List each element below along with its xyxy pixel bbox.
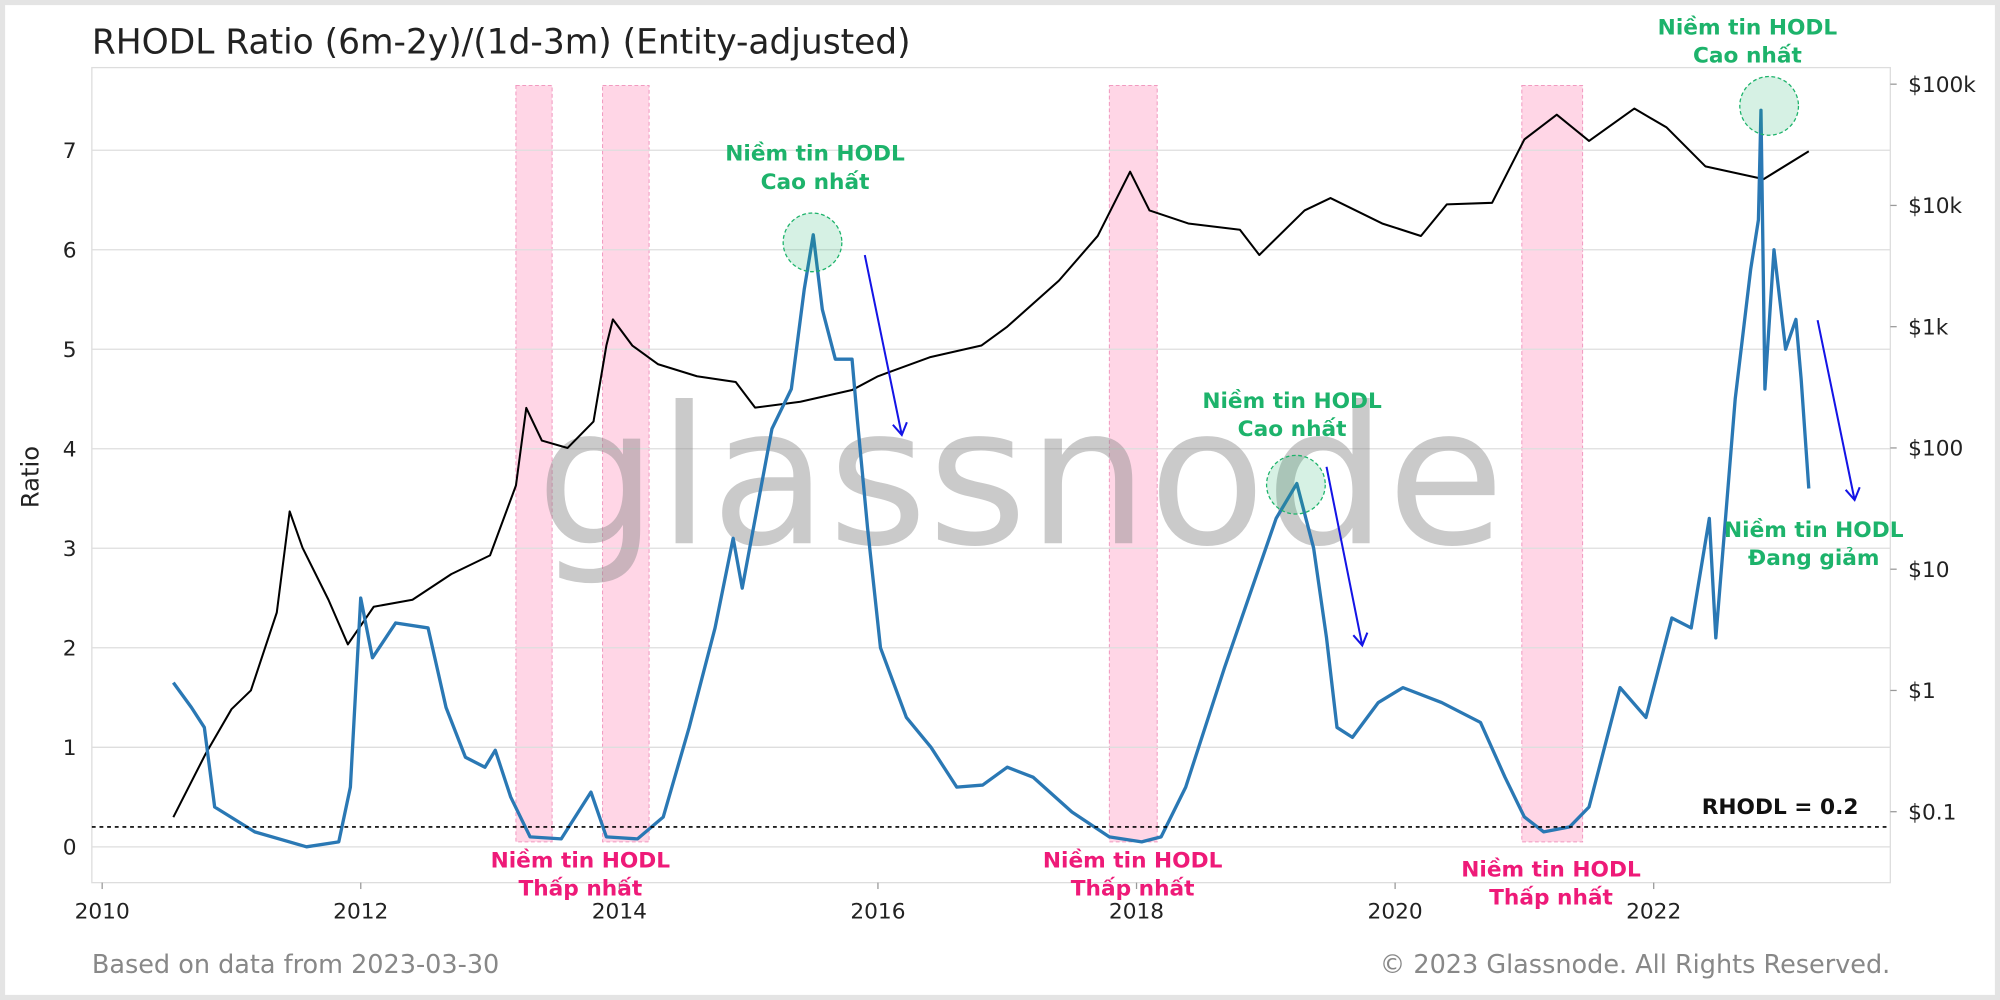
y-axis-label: Ratio [16, 446, 44, 508]
y-tick-label: 7 [63, 139, 77, 164]
y-tick-label: 6 [63, 238, 77, 263]
x-tick-label: 2010 [75, 899, 130, 924]
annotation: Niềm tin HODL [1658, 15, 1838, 40]
highlight-circle [782, 212, 843, 273]
over-layer: 0 1 2 3 4 5 6 7 $0.1 $1 $10 $100 $1k $10k $100k 2010 201… [63, 15, 1977, 924]
y-tick-label: 2 [63, 636, 77, 661]
annotation: Đang giảm [1748, 546, 1879, 571]
x-tick-label: 2018 [1109, 899, 1164, 924]
x-tick-label: 2022 [1626, 899, 1681, 924]
arrows [863, 254, 1861, 648]
x-tick-label: 2016 [850, 899, 905, 924]
shaded-region [515, 84, 553, 843]
annotation: Niềm tin HODL [1202, 389, 1382, 414]
annotation: Cao nhất [1238, 417, 1347, 442]
y-tick-label: 0 [63, 835, 77, 860]
lines-layer [172, 107, 1811, 849]
shaded-region [1108, 84, 1158, 843]
footer-right: © 2023 Glassnode. All Rights Reserved. [1380, 950, 1891, 980]
y-tick-label: 4 [63, 437, 77, 462]
arrow [1816, 319, 1861, 502]
chart-title: RHODL Ratio (6m-2y)/(1d-3m) (Entity-adju… [92, 23, 911, 63]
y2-tick-label: $10k [1908, 194, 1962, 219]
y2-tick-label: $1 [1908, 679, 1936, 704]
arrow [863, 254, 908, 437]
highlight-circle [1265, 454, 1326, 515]
background [5, 5, 1995, 995]
y2-tick-label: $10 [1908, 558, 1949, 583]
arrow [1325, 466, 1369, 648]
annotation: Thấp nhất [1489, 885, 1613, 910]
x-tick-label: 2014 [592, 899, 647, 924]
annotation: Cao nhất [1693, 44, 1802, 69]
series-line [172, 108, 1811, 849]
footer-left: Based on data from 2023-03-30 [92, 950, 499, 980]
highlight-circle [1739, 75, 1800, 136]
x-tick-label: 2012 [333, 899, 388, 924]
annotation: Niềm tin HODL [1724, 518, 1904, 543]
annotation: Thấp nhất [518, 876, 642, 901]
plot-area [91, 66, 1891, 884]
y2-tick-label: $100 [1908, 437, 1963, 462]
annotation: Niềm tin HODL [1461, 857, 1641, 882]
annotation: Niềm tin HODL [491, 848, 671, 873]
y2-tick-label: $0.1 [1908, 800, 1956, 825]
y2-tick-label: $1k [1908, 315, 1949, 340]
annotation: Niềm tin HODL [725, 142, 905, 167]
shaded-region [1521, 84, 1584, 843]
reference-label: RHODL = 0.2 [1702, 795, 1859, 820]
under-layer [91, 84, 1891, 848]
y-tick-label: 5 [63, 338, 77, 363]
y-tick-label: 3 [63, 537, 77, 562]
y-tick-label: 1 [63, 736, 77, 761]
annotation: Thấp nhất [1071, 876, 1195, 901]
shaded-region [602, 84, 650, 843]
y2-tick-label: $100k [1908, 73, 1976, 98]
annotation: Niềm tin HODL [1043, 848, 1223, 873]
x-tick-label: 2020 [1368, 899, 1423, 924]
annotation: Cao nhất [761, 170, 870, 195]
